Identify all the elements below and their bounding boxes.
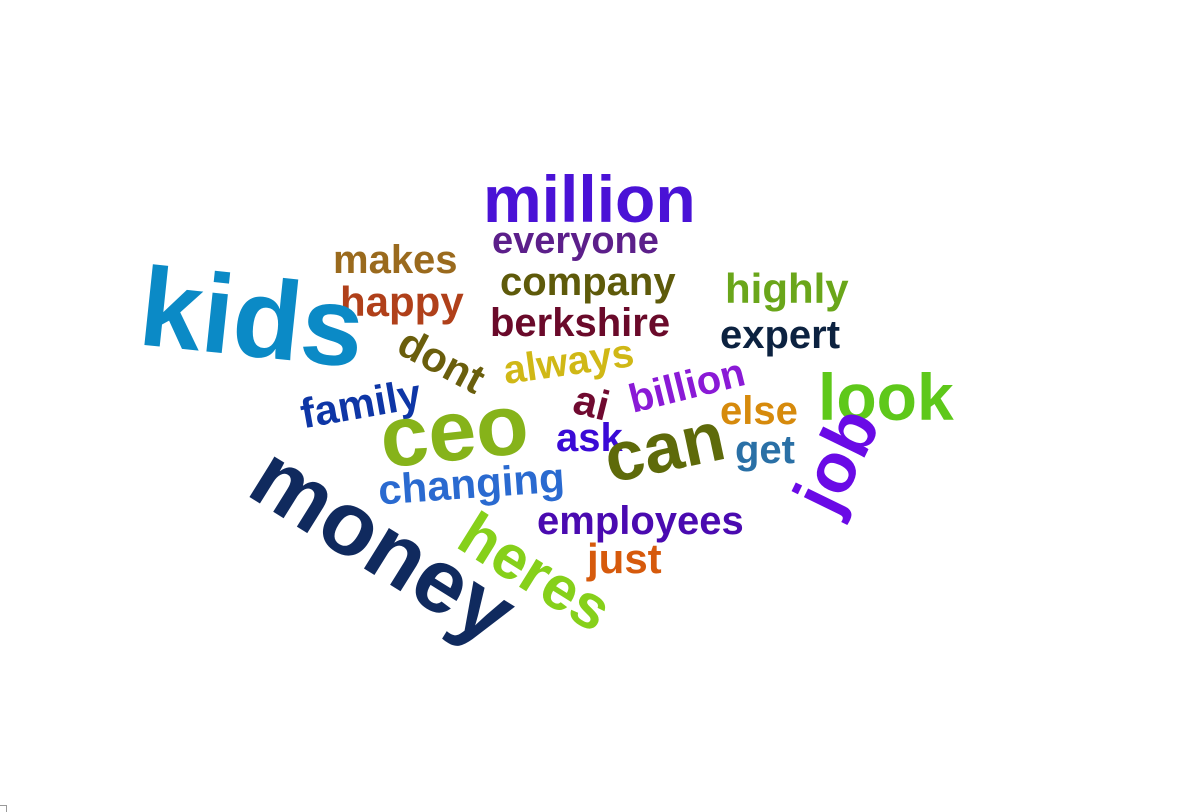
- word-makes: makes: [333, 238, 458, 282]
- word-get: get: [735, 428, 795, 472]
- word-ask: ask: [556, 416, 623, 460]
- word-highly: highly: [725, 265, 849, 312]
- word-berkshire: berkshire: [490, 301, 671, 345]
- word-just: just: [587, 535, 662, 582]
- word-everyone: everyone: [492, 220, 659, 262]
- word-employees: employees: [537, 499, 744, 543]
- word-kids: kids: [134, 243, 371, 392]
- word-expert: expert: [720, 313, 841, 357]
- word-million: million: [483, 162, 696, 236]
- corner-marker: [0, 805, 7, 812]
- word-company: company: [500, 260, 676, 304]
- word-can: can: [597, 396, 732, 498]
- word-look: look: [818, 360, 954, 434]
- word-else: else: [720, 389, 798, 433]
- word-happy: happy: [340, 278, 464, 325]
